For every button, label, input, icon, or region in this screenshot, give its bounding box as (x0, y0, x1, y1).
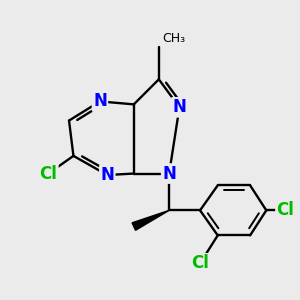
Text: N: N (93, 92, 107, 110)
Polygon shape (132, 210, 169, 230)
Text: N: N (162, 165, 176, 183)
Text: Cl: Cl (40, 165, 57, 183)
Text: CH₃: CH₃ (162, 32, 185, 46)
Text: Cl: Cl (191, 254, 209, 272)
Text: N: N (172, 98, 186, 116)
Text: N: N (100, 166, 114, 184)
Text: Cl: Cl (277, 201, 294, 219)
